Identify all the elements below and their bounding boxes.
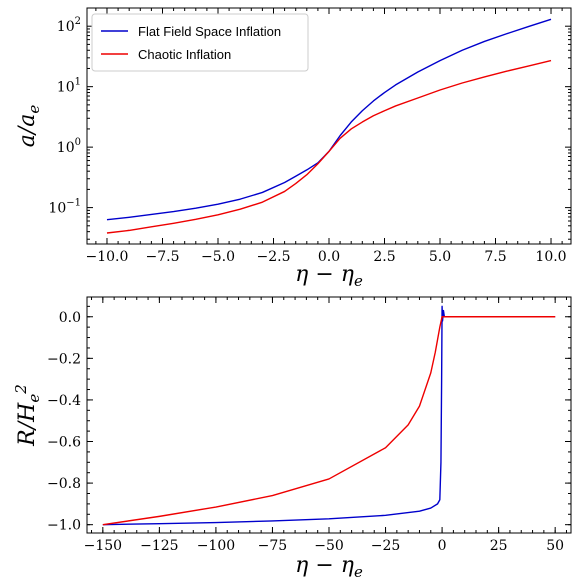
y-tick-label: 10−1 (48, 198, 81, 217)
series-line-chaotic (106, 59, 552, 234)
y-tick-label: 101 (57, 77, 81, 96)
x-tick-label: −2.5 (256, 249, 290, 265)
legend-label: Flat Field Space Inflation (138, 24, 281, 39)
x-tick-label: −50 (314, 538, 344, 554)
y-tick-label: 0.0 (59, 310, 81, 326)
y-tick-label: −0.8 (47, 476, 81, 492)
x-tick-label: −150 (84, 538, 122, 554)
y-tick-label: −0.2 (47, 351, 81, 367)
x-tick-label: 50 (546, 538, 564, 554)
x-tick-label: −7.5 (145, 249, 179, 265)
x-tick-label: 5.0 (429, 249, 451, 265)
y-axis-label: a/ae (15, 105, 43, 148)
series-line-chaotic (102, 316, 556, 526)
x-tick-label: −125 (140, 538, 178, 554)
plot-frame (86, 296, 572, 534)
x-tick-label: 0 (438, 538, 447, 554)
x-axis-label: η − ηe (295, 553, 363, 581)
series-line-flat-field (102, 305, 556, 526)
y-tick-label: 102 (57, 16, 81, 35)
x-tick-label: −10.0 (86, 249, 129, 265)
x-tick-label: −75 (258, 538, 288, 554)
x-tick-label: 2.5 (373, 249, 395, 265)
legend: Flat Field Space Inflation Chaotic Inflat… (91, 13, 309, 72)
x-tick-label: −5.0 (201, 249, 235, 265)
legend-label: Chaotic Inflation (138, 47, 231, 62)
x-tick-label: 10.0 (535, 249, 566, 265)
x-tick-label: 7.5 (484, 249, 506, 265)
x-tick-label: −25 (371, 538, 401, 554)
x-axis-label: η − ηe (295, 262, 363, 290)
legend-box (91, 13, 309, 72)
series-line-flat-field (106, 18, 552, 221)
y-tick-label: 100 (57, 137, 81, 156)
y-axis-label: R/He2 (12, 384, 43, 447)
y-tick-label: −1.0 (47, 518, 81, 534)
y-tick-label: −0.6 (47, 435, 81, 451)
chart-panel-1: −10.0 −7.5 −5.0 −2.5 0.0 2.5 5.0 7.5 10.0 10−1 100… (15, 7, 572, 290)
y-tick-label: −0.4 (47, 393, 81, 409)
x-tick-label: 0.0 (318, 249, 340, 265)
x-tick-label: −100 (197, 538, 235, 554)
x-tick-label: 25 (490, 538, 508, 554)
chart-panel-2: −150 −125 −100 −75 −50 −25 0 25 50 −1.0 −0.8 −0.6 −0… (12, 296, 572, 581)
